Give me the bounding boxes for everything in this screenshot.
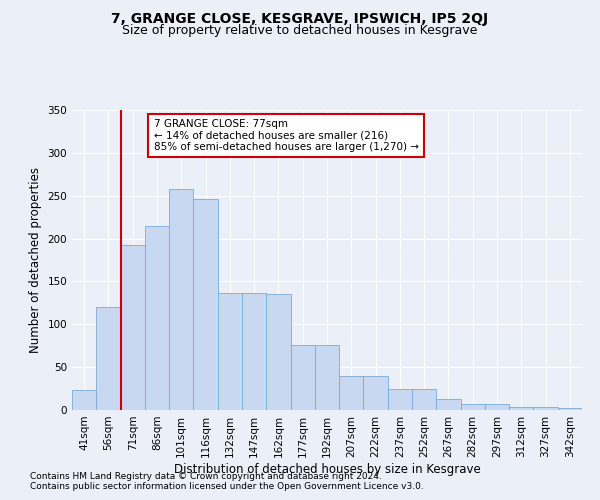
Bar [96,307,121,410]
Bar [461,404,485,410]
Bar [290,345,315,410]
Bar [388,388,412,410]
Bar [121,244,145,410]
Bar [242,294,266,410]
Bar [558,408,582,410]
Bar [315,345,339,410]
Bar [533,406,558,410]
Text: Contains public sector information licensed under the Open Government Licence v3: Contains public sector information licen… [30,482,424,491]
X-axis label: Distribution of detached houses by size in Kesgrave: Distribution of detached houses by size … [173,462,481,475]
Text: 7, GRANGE CLOSE, KESGRAVE, IPSWICH, IP5 2QJ: 7, GRANGE CLOSE, KESGRAVE, IPSWICH, IP5 … [112,12,488,26]
Bar [169,189,193,410]
Text: Contains HM Land Registry data © Crown copyright and database right 2024.: Contains HM Land Registry data © Crown c… [30,472,382,481]
Bar [436,399,461,410]
Y-axis label: Number of detached properties: Number of detached properties [29,167,42,353]
Bar [485,404,509,410]
Bar [218,294,242,410]
Bar [72,390,96,410]
Bar [145,226,169,410]
Bar [339,376,364,410]
Bar [364,376,388,410]
Bar [412,388,436,410]
Text: 7 GRANGE CLOSE: 77sqm
← 14% of detached houses are smaller (216)
85% of semi-det: 7 GRANGE CLOSE: 77sqm ← 14% of detached … [154,119,419,152]
Bar [193,199,218,410]
Bar [266,294,290,410]
Bar [509,406,533,410]
Text: Size of property relative to detached houses in Kesgrave: Size of property relative to detached ho… [122,24,478,37]
